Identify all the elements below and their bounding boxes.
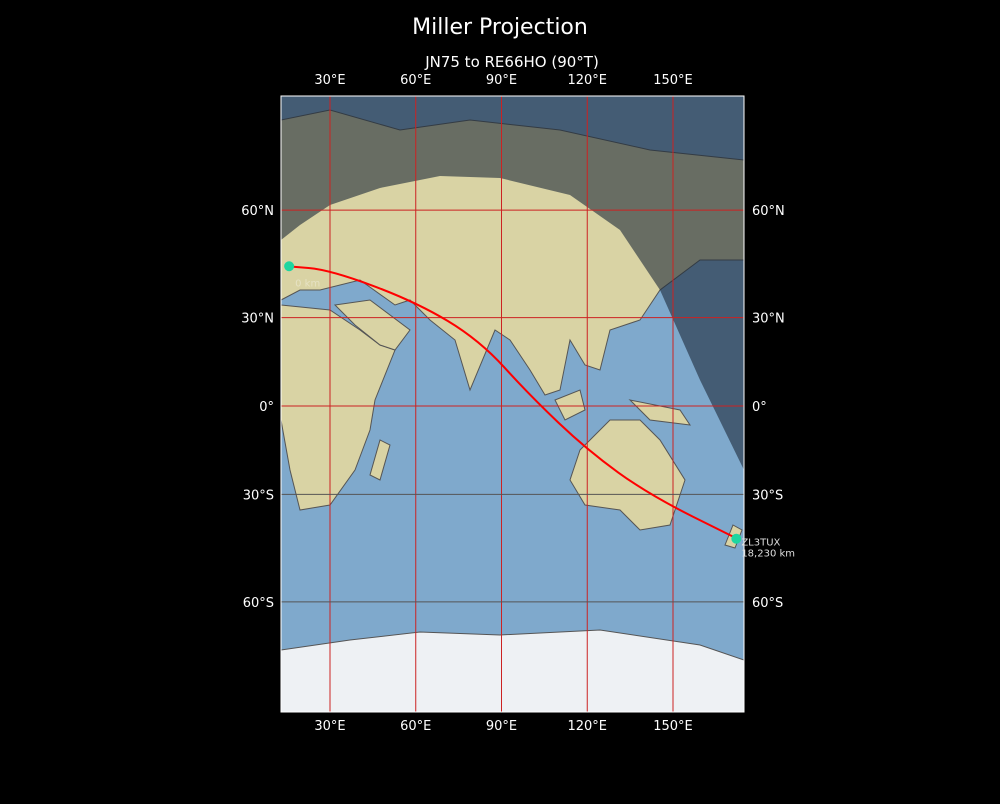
- great-circle-path: [287, 265, 738, 540]
- lon-tick-label: 60°E: [400, 719, 431, 734]
- lat-tick-label: 0°: [752, 400, 767, 415]
- lat-tick-label: 0°: [259, 400, 274, 415]
- australia: [569, 419, 686, 531]
- end-callsign-label: ZL3TUX: [741, 538, 780, 549]
- lon-tick-label: 120°E: [567, 719, 607, 734]
- lon-tick-label: 120°E: [567, 73, 607, 88]
- night-shading: [281, 96, 744, 470]
- arabia: [333, 299, 411, 351]
- graticule: [281, 96, 744, 712]
- antarctica: [281, 629, 744, 712]
- start-marker[interactable]: [284, 261, 295, 272]
- lat-tick-label: 30°S: [243, 488, 274, 503]
- lat-tick-label: 60°N: [241, 204, 274, 219]
- borneo: [554, 389, 586, 421]
- tick-labels: 30°E 30°E 60°E 60°E 90°E 90°E 120°E 120°E 150°E 1…: [241, 73, 785, 734]
- lon-tick-label: 150°E: [653, 73, 693, 88]
- end-distance-label: 18,230 km: [741, 549, 795, 560]
- start-distance-label: 0 km: [295, 278, 320, 289]
- madagascar: [369, 439, 391, 481]
- lon-tick-label: 30°E: [314, 73, 345, 88]
- lon-tick-label: 90°E: [486, 73, 517, 88]
- figure-title: Miller Projection: [412, 15, 588, 40]
- lat-tick-label: 30°N: [241, 312, 274, 327]
- africa: [281, 304, 396, 511]
- map-frame: [280, 95, 745, 713]
- lat-tick-label: 60°S: [243, 596, 274, 611]
- map-area[interactable]: 0 km: [281, 96, 744, 712]
- lon-tick-label: 90°E: [486, 719, 517, 734]
- lon-tick-label: 150°E: [653, 719, 693, 734]
- lat-tick-label: 60°S: [752, 596, 783, 611]
- lat-tick-label: 60°N: [752, 204, 785, 219]
- lat-tick-label: 30°S: [752, 488, 783, 503]
- end-marker[interactable]: [731, 533, 742, 544]
- lon-tick-label: 30°E: [314, 719, 345, 734]
- map-subtitle: JN75 to RE66HO (90°T): [424, 53, 599, 71]
- lon-tick-label: 60°E: [400, 73, 431, 88]
- lat-tick-label: 30°N: [752, 312, 785, 327]
